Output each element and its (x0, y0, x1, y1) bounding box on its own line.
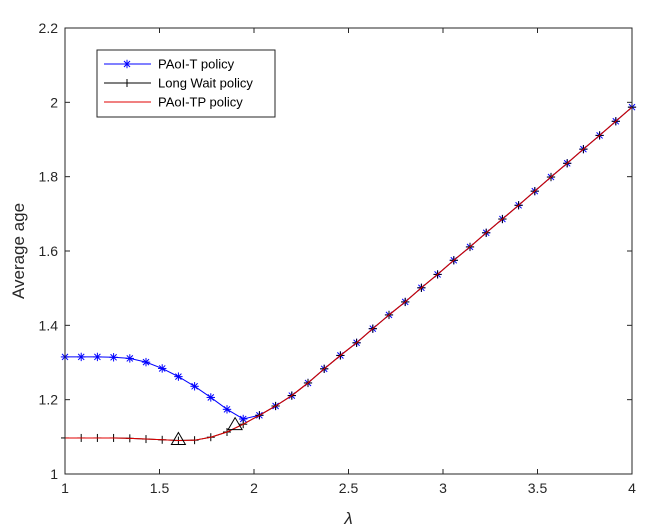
series-2 (65, 106, 633, 442)
data-point-s0-p8 (190, 382, 199, 391)
data-point-s0-p7 (174, 372, 183, 381)
y-tick-label-3: 1.6 (39, 243, 59, 259)
y-axis-label: Average age (9, 203, 28, 299)
x-tick-label-1: 1.5 (150, 480, 170, 496)
x-tick-label-6: 4 (628, 480, 636, 496)
annotation-layer (170, 416, 243, 446)
legend-item-1: Long Wait policy (104, 76, 253, 91)
data-point-s0-p3 (109, 353, 118, 362)
x-tick-label-0: 1 (61, 480, 69, 496)
legend-item-2: PAoI-TP policy (104, 95, 243, 110)
triangle-marker-0 (170, 431, 187, 446)
legend-item-0: PAoI-T policy (104, 57, 235, 72)
data-point-s0-p1 (76, 352, 86, 362)
legend-label-2: PAoI-TP policy (158, 95, 243, 110)
axes-layer: 1 1.5 2 2.5 3 3.5 4 1 1.2 1.4 1.6 1.8 2 2.2 (39, 20, 637, 496)
data-point-s0-p6 (158, 364, 167, 373)
y-tick-label-4: 1.8 (39, 169, 59, 185)
data-point-s0-p5 (141, 357, 151, 367)
data-point-s0-p4 (125, 354, 135, 363)
x-tick-label-5: 3.5 (528, 480, 548, 496)
x-tick-label-4: 3 (439, 480, 447, 496)
y-tick-label-0: 1 (50, 466, 58, 482)
data-point-s0-p2 (93, 352, 102, 362)
x-tick-label-3: 2.5 (339, 480, 359, 496)
legend-marker-1 (123, 79, 131, 87)
legend-marker-0 (122, 59, 132, 69)
x-axis-label: λ (343, 509, 352, 528)
data-point-s0-p11 (239, 414, 248, 424)
legend-label-1: Long Wait policy (158, 76, 253, 91)
y-tick-label-1: 1.2 (39, 392, 59, 408)
legend-label-0: PAoI-T policy (158, 57, 235, 72)
legend: PAoI-T policy Long Wait policy PAoI-TP pol… (96, 49, 276, 118)
series-line-2 (65, 106, 633, 442)
data-point-s0-p9 (206, 393, 215, 402)
x-tick-label-2: 2 (250, 480, 258, 496)
y-tick-label-2: 1.4 (39, 317, 59, 333)
data-point-s0-p10 (222, 405, 232, 414)
triangle-marker-1 (227, 416, 243, 431)
y-tick-label-6: 2.2 (39, 20, 59, 36)
y-tick-label-5: 2 (50, 94, 58, 110)
